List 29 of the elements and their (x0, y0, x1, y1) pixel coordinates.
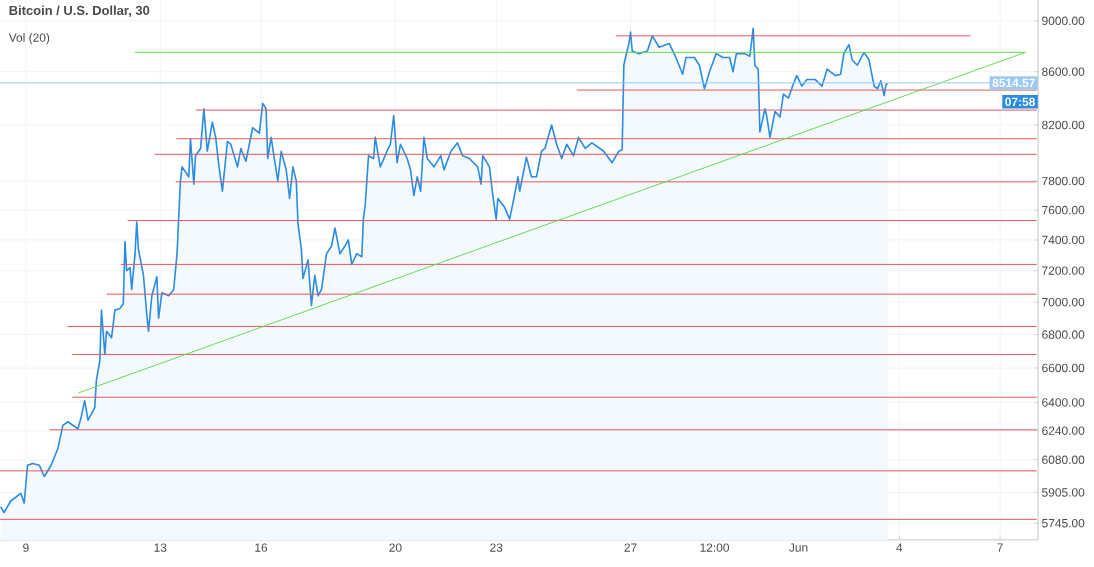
x-tick-label: 7 (997, 543, 1003, 552)
y-tick-label: 5905.00 (1042, 488, 1085, 497)
x-tick-label: 20 (389, 543, 402, 552)
y-tick-label: 8200.00 (1042, 120, 1085, 130)
y-tick-label: 6240.00 (1042, 426, 1085, 435)
x-tick-label: 16 (255, 543, 268, 552)
y-tick-label: 7800.00 (1042, 176, 1085, 186)
annotation: Vol (20) (8, 33, 50, 45)
chart-title: Bitcoin / U.S. Dollar, 30 (9, 5, 150, 17)
y-tick-label: 7000.00 (1042, 297, 1085, 307)
annotation: 07:58 (1005, 97, 1035, 107)
x-tick-label: 27 (624, 543, 637, 552)
y-tick-label: 7600.00 (1042, 205, 1085, 215)
y-tick-label: 7400.00 (1042, 235, 1085, 245)
x-tick-label: 12:00 (700, 543, 730, 552)
ref-line-label: 8514.57 (992, 78, 1035, 88)
y-tick-label: 6400.00 (1042, 398, 1085, 407)
y-tick-label: 6800.00 (1042, 330, 1085, 339)
x-tick-label: 4 (896, 543, 903, 552)
y-tick-label: 5745.00 (1042, 518, 1085, 528)
y-tick-label: 6600.00 (1042, 363, 1085, 373)
y-tick-label: 9000.00 (1042, 16, 1085, 26)
y-tick-label: 6080.00 (1042, 455, 1085, 464)
x-tick-label: 23 (490, 543, 503, 552)
y-tick-label: 7200.00 (1042, 266, 1085, 275)
x-tick-label: 9 (23, 543, 29, 552)
y-tick-label: 8600.00 (1042, 67, 1085, 76)
x-tick-label: 13 (154, 543, 167, 552)
x-tick-label: Jun (789, 543, 808, 552)
